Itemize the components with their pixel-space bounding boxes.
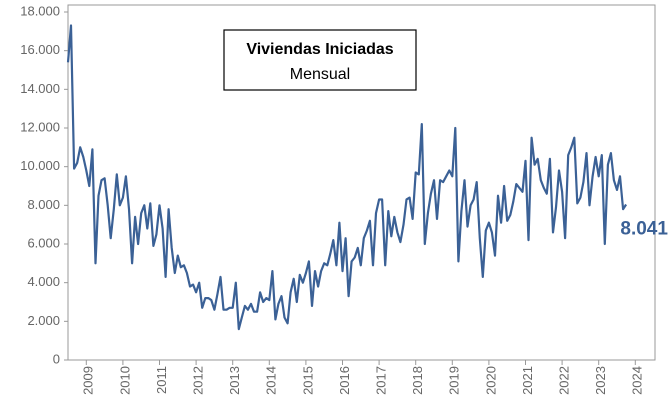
plot-border — [67, 4, 656, 361]
x-tick-label: 2020 — [483, 366, 498, 395]
y-tick-label: 10.000 — [20, 158, 60, 173]
x-tick-label: 2011 — [154, 366, 169, 394]
x-tick-label: 2010 — [117, 366, 132, 395]
x-tick-label: 2015 — [300, 366, 315, 395]
x-tick-label: 2022 — [557, 366, 572, 395]
x-tick-label: 2013 — [227, 366, 242, 395]
x-tick-label: 2024 — [630, 366, 645, 395]
y-tick-label: 2.000 — [27, 313, 60, 328]
y-tick-label: 16.000 — [20, 42, 60, 57]
x-tick-label: 2016 — [337, 366, 352, 395]
x-tick-label: 2012 — [191, 366, 206, 395]
y-tick-label: 8.000 — [27, 197, 60, 212]
x-tick-label: 2014 — [264, 366, 279, 395]
y-tick-label: 12.000 — [20, 119, 60, 134]
x-tick-label: 2021 — [520, 366, 535, 395]
chart-title: Viviendas Iniciadas — [246, 41, 393, 58]
title-box — [223, 29, 417, 91]
x-tick-label: 2009 — [81, 366, 96, 395]
x-tick-label: 2017 — [374, 366, 389, 395]
y-tick-label: 18.000 — [20, 3, 60, 18]
y-tick-label: 0 — [53, 351, 60, 366]
data-line — [66, 24, 628, 331]
y-tick-label: 6.000 — [27, 235, 60, 250]
x-tick-label: 2019 — [447, 366, 462, 395]
chart-subtitle: Mensual — [290, 66, 350, 83]
y-tick-label: 4.000 — [27, 274, 60, 289]
x-tick-label: 2023 — [593, 366, 608, 395]
y-tick-label: 14.000 — [20, 81, 60, 96]
x-tick-label: 2018 — [410, 366, 425, 395]
data-label: 8.041 — [620, 219, 668, 240]
